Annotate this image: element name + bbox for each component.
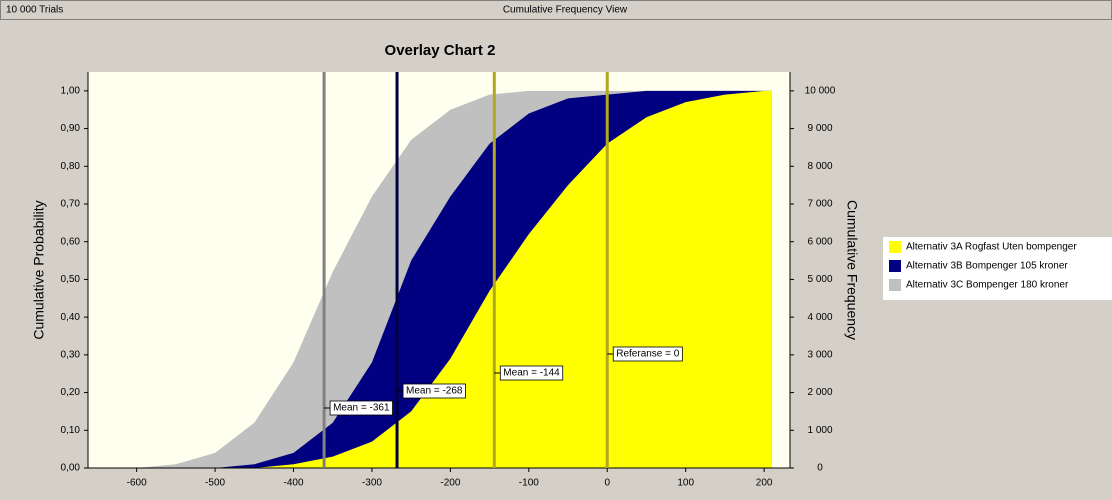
trials: 10 000 Trials	[6, 5, 63, 16]
y-tick-label: 1,00	[61, 85, 81, 96]
x-tick-label: -400	[283, 478, 303, 489]
y2-tick-label: 0	[817, 463, 823, 474]
y-tick-label: 0,10	[61, 425, 81, 436]
y2-tick-label: 1 000	[807, 425, 832, 436]
marker-label: Referanse = 0	[616, 349, 680, 360]
y-tick-label: 0,90	[61, 123, 81, 134]
area	[97, 90, 772, 468]
marker-label-box	[402, 383, 466, 399]
x-tick-label: -100	[519, 478, 539, 489]
legend-label: Alternativ 3B Bompenger 105 kroner	[906, 261, 1068, 272]
legend-label: Alternativ 3A Rogfast Uten bompenger	[906, 242, 1077, 253]
x-tick-label: 200	[756, 478, 773, 489]
y-tick-label: 0,70	[61, 199, 81, 210]
marker-label-box	[612, 346, 683, 362]
x-tick-label: 0	[604, 478, 610, 489]
marker-label-box	[499, 365, 564, 381]
y2-tick-label: 5 000	[807, 274, 832, 285]
marker-label: Mean = -268	[406, 386, 463, 397]
y2-tick-label: 10 000	[805, 85, 836, 96]
x-tick-label: 100	[677, 478, 694, 489]
chart-title: Overlay Chart 2	[385, 42, 496, 59]
legend-swatch	[889, 260, 901, 272]
marker-label-box	[329, 400, 393, 416]
y-tick-label: 0,30	[61, 349, 81, 360]
legend-swatch	[889, 241, 901, 253]
y2-tick-label: 3 000	[807, 349, 832, 360]
x-tick-label: -300	[362, 478, 382, 489]
y2-tick-label: 4 000	[807, 312, 832, 323]
view-name: Cumulative Frequency View	[503, 5, 628, 16]
y2-tick-label: 6 000	[807, 236, 832, 247]
legend-label: Alternativ 3C Bompenger 180 kroner	[906, 280, 1069, 291]
y-tick-label: 0,00	[61, 463, 81, 474]
y-tick-label: 0,80	[61, 161, 81, 172]
legend	[883, 237, 1112, 300]
marker-label: Mean = -144	[503, 368, 560, 379]
x-tick-label: -200	[440, 478, 460, 489]
y-tick-label: 0,20	[61, 387, 81, 398]
y2-tick-label: 7 000	[807, 199, 832, 210]
x-tick-label: -600	[127, 478, 147, 489]
marker-label: Mean = -361	[333, 403, 390, 414]
y-tick-label: 0,50	[61, 274, 81, 285]
y-tick-label: 0,60	[61, 236, 81, 247]
y2-tick-label: 9 000	[807, 123, 832, 134]
y2-tick-label: 2 000	[807, 387, 832, 398]
legend-swatch	[889, 279, 901, 291]
y2-axis-label: Cumulative Frequency	[844, 200, 860, 340]
y-axis-label: Cumulative Probability	[31, 200, 47, 339]
x-tick-label: -500	[205, 478, 225, 489]
y2-tick-label: 8 000	[807, 161, 832, 172]
y-tick-label: 0,40	[61, 312, 81, 323]
